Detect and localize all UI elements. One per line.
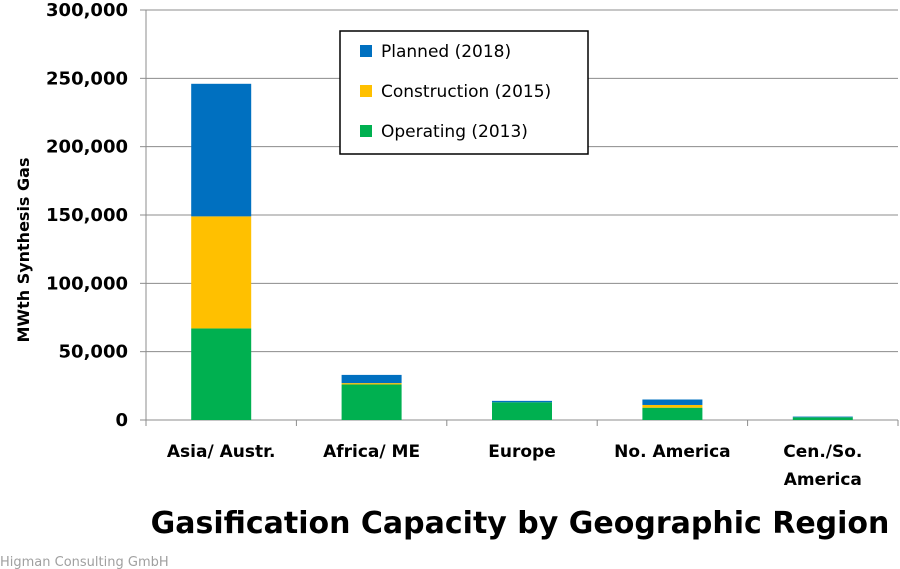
legend-swatch (360, 125, 372, 137)
legend-label: Construction (2015) (381, 82, 551, 102)
bar-segment-planned-2018 (492, 400, 552, 403)
legend-frame (339, 30, 589, 155)
legend: Planned (2018) Construction (2015) Operati… (339, 30, 589, 155)
y-tick-label: 0 (115, 410, 128, 431)
y-tick-label: 100,000 (46, 273, 128, 294)
y-tick-label: 200,000 (46, 137, 128, 158)
bars (191, 83, 853, 420)
watermark: Higman Consulting GmbH (0, 555, 169, 569)
bar-segment-construction-2015 (191, 216, 252, 329)
bar-segment-operating-2013 (642, 407, 703, 420)
legend-swatch (360, 45, 372, 57)
y-tick-labels: 0 50,000 100,000 150,000 200,000 250,000 300,0… (46, 0, 128, 431)
bar-segment-operating-2013 (792, 417, 853, 420)
bar-segment-planned-2018 (642, 399, 703, 405)
y-tick-label: 50,000 (59, 342, 128, 363)
x-category-label: Africa/ ME (323, 442, 420, 462)
bar-segment-planned-2018 (191, 83, 252, 217)
x-category-labels: Asia/ Austr. Africa/ ME Europe No. America C… (167, 442, 862, 490)
x-category-label: Asia/ Austr. (167, 442, 276, 462)
bar-segment-operating-2013 (341, 384, 402, 420)
x-category-label: Europe (488, 442, 555, 462)
x-category-label: Cen./So. America (783, 442, 862, 490)
bar-segment-planned-2018 (792, 416, 853, 418)
bar-segment-operating-2013 (492, 402, 552, 420)
y-tick-label: 250,000 (46, 68, 128, 89)
y-tick-label: 300,000 (46, 0, 128, 21)
y-axis-label: MWth Synthesis Gas (14, 158, 33, 343)
bar-segment-planned-2018 (341, 374, 402, 384)
legend-label: Operating (2013) (381, 122, 528, 142)
x-category-label: No. America (614, 442, 730, 462)
y-tick-label: 150,000 (46, 205, 128, 226)
bar-segment-operating-2013 (191, 328, 252, 420)
legend-label: Planned (2018) (381, 42, 511, 62)
bar-segment-construction-2015 (341, 383, 402, 385)
bar-segment-construction-2015 (642, 404, 703, 408)
chart-title: Gasification Capacity by Geographic Regi… (151, 506, 890, 541)
legend-swatch (360, 85, 372, 97)
